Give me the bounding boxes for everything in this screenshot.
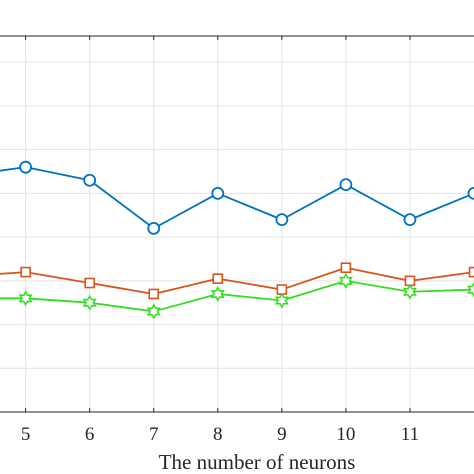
data-point-square	[84, 277, 95, 289]
data-point-circle	[467, 186, 474, 200]
x-axis-label: The number of neurons	[159, 450, 356, 474]
data-point-circle	[211, 186, 225, 200]
axes	[0, 35, 474, 413]
data-point-square	[340, 262, 352, 274]
x-tick-label: 8	[213, 424, 223, 445]
data-point-hexagram	[274, 292, 289, 309]
data-point-square	[148, 288, 160, 300]
data-point-hexagram	[210, 285, 225, 303]
data-point-hexagram	[402, 283, 417, 300]
x-tick-label: 11	[401, 424, 419, 445]
x-tick-labels: 5 6 7 8 9 10 11	[21, 424, 419, 445]
series-group	[0, 160, 474, 320]
data-point-hexagram	[466, 281, 474, 298]
series-line	[0, 166, 474, 230]
data-point-circle	[403, 213, 417, 227]
x-tick-label: 7	[149, 424, 159, 445]
grid	[0, 36, 474, 412]
data-point-circle	[83, 173, 97, 187]
x-tick-label: 5	[21, 424, 31, 445]
data-point-square	[212, 273, 224, 284]
data-point-circle	[147, 221, 161, 235]
data-point-square	[468, 266, 474, 278]
series-1	[0, 160, 474, 235]
data-point-square	[20, 266, 31, 278]
series-3	[0, 272, 474, 320]
series-2	[0, 262, 474, 300]
x-tick-label: 10	[336, 424, 355, 445]
data-point-circle	[339, 178, 353, 192]
data-point-circle	[275, 213, 289, 227]
data-point-hexagram	[146, 303, 161, 320]
data-point-circle	[19, 160, 33, 174]
series-line	[0, 279, 474, 313]
x-tick-label: 6	[85, 424, 95, 445]
data-point-hexagram	[338, 272, 353, 289]
data-point-hexagram	[18, 290, 33, 307]
x-tick-label: 9	[277, 424, 287, 445]
data-point-hexagram	[82, 294, 97, 311]
